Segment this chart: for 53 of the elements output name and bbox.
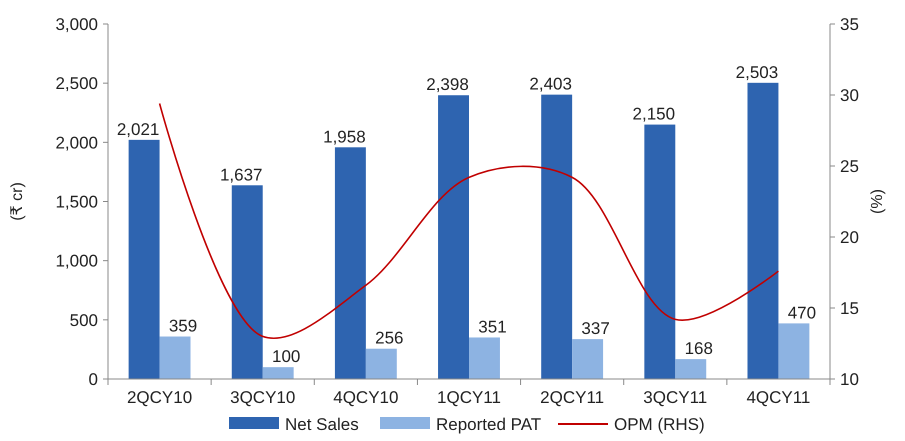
bar (438, 95, 469, 379)
y-tick-label: 2,000 (55, 133, 98, 152)
data-label: 470 (788, 303, 816, 322)
data-label: 1,637 (220, 165, 263, 184)
bar (778, 323, 810, 379)
y2-tick-label: 30 (840, 86, 859, 105)
x-tick-label: 4QCY11 (746, 388, 810, 407)
bar (747, 82, 778, 379)
bar (128, 140, 160, 379)
y2-tick-label: 35 (840, 14, 859, 34)
legend-label: Reported PAT (436, 415, 542, 434)
x-tick-label: 3QCY11 (643, 388, 708, 407)
y-axis-title: (₹ cr) (9, 182, 26, 221)
data-label: 168 (684, 339, 713, 358)
y-tick-label: 500 (70, 310, 98, 330)
y2-tick-label: 20 (840, 228, 859, 247)
y-tick-label: 1,500 (55, 192, 98, 212)
data-label: 2,150 (632, 104, 676, 124)
y-tick-label: 3,000 (55, 14, 98, 34)
bar (572, 339, 604, 379)
bar (366, 348, 397, 379)
bar (232, 185, 263, 379)
bar (469, 337, 500, 379)
bar (644, 124, 676, 379)
data-label: 2,021 (116, 120, 160, 139)
legend-label: OPM (RHS) (614, 415, 705, 434)
x-tick-label: 2QCY10 (126, 388, 192, 407)
bar (262, 367, 294, 379)
y-tick-label: 1,000 (55, 252, 98, 271)
data-label: 2,398 (426, 75, 469, 94)
y2-tick-label: 25 (840, 156, 859, 176)
bar (334, 147, 366, 379)
y-tick-label: 2,500 (55, 74, 98, 94)
y2-tick-label: 15 (840, 298, 859, 318)
bar (675, 359, 706, 379)
data-label: 337 (581, 319, 610, 338)
x-tick-label: 3QCY10 (230, 388, 296, 407)
data-label: 2,503 (736, 62, 778, 82)
y2-tick-label: 10 (840, 370, 859, 389)
data-label: 359 (168, 316, 198, 336)
data-label: 256 (375, 328, 404, 348)
y2-axis-title: (%) (869, 189, 886, 214)
data-label: 351 (478, 317, 507, 336)
legend-label: Net Sales (285, 415, 359, 434)
y-tick-label: 0 (88, 370, 98, 389)
bar (160, 336, 191, 379)
data-label: 100 (272, 347, 300, 366)
bar (541, 94, 572, 379)
data-label: 1,958 (323, 127, 366, 146)
x-tick-label: 2QCY11 (540, 388, 604, 407)
x-tick-label: 4QCY10 (333, 388, 398, 407)
x-tick-label: 1QCY11 (437, 388, 501, 407)
data-label: 2,403 (529, 74, 572, 94)
